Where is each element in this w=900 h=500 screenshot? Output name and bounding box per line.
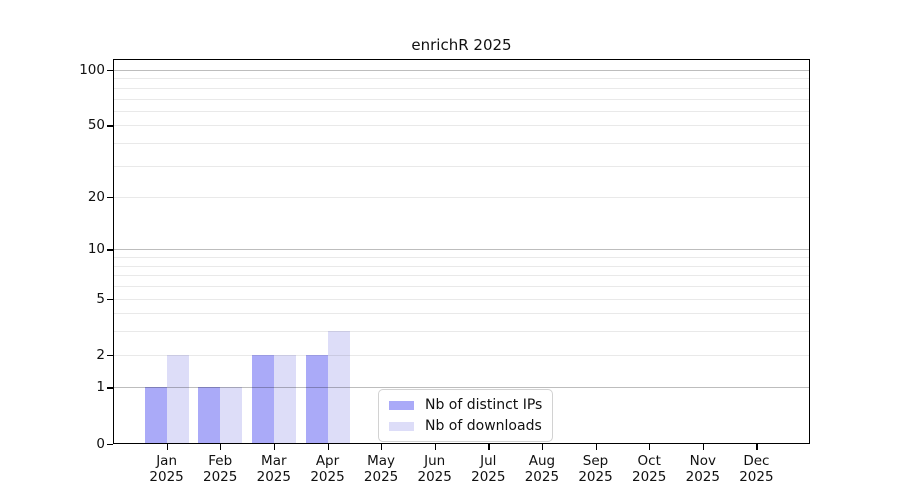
legend-swatch-distinct-ips — [389, 400, 414, 410]
x-tick-mark-3 — [273, 443, 276, 450]
bar-downloads-apr-2025 — [327, 331, 350, 444]
x-tick-mark-5 — [381, 443, 383, 450]
gridline-y-5 — [113, 298, 810, 300]
y-tick-label-2: 2 — [96, 346, 105, 363]
gridline-y-2 — [113, 354, 810, 356]
gridline-y-9 — [113, 257, 810, 259]
gridline-y-7 — [113, 275, 810, 277]
x-tick-label-jul-2025: Jul 2025 — [471, 452, 506, 486]
bar-distinct-ips-jan-2025 — [144, 387, 167, 444]
plot-area: Nb of distinct IPs Nb of downloads — [113, 59, 810, 444]
gridline-y-50 — [113, 125, 810, 127]
legend-row-distinct-ips: Nb of distinct IPs — [389, 396, 542, 414]
x-tick-mark-7 — [488, 443, 490, 450]
bars-layer — [113, 59, 810, 444]
gridline-y-6 — [113, 286, 810, 287]
y-tick-label-50: 50 — [87, 117, 105, 134]
gridline-y-30 — [113, 165, 810, 167]
chart-title: enrichR 2025 — [411, 36, 512, 54]
gridline-y-90 — [113, 78, 810, 80]
x-tick-label-mar-2025: Mar 2025 — [256, 452, 291, 486]
x-tick-label-jun-2025: Jun 2025 — [417, 452, 452, 486]
y-tick-label-20: 20 — [87, 189, 105, 206]
gridline-y-3 — [113, 331, 810, 333]
x-tick-label-aug-2025: Aug 2025 — [524, 452, 560, 486]
x-tick-mark-12 — [756, 443, 758, 450]
bar-downloads-feb-2025 — [220, 387, 243, 444]
x-tick-mark-10 — [649, 443, 651, 450]
y-tick-mark-20 — [107, 197, 113, 199]
y-tick-label-0: 0 — [96, 435, 105, 452]
y-tick-mark-0 — [107, 443, 113, 445]
legend: Nb of distinct IPs Nb of downloads — [378, 389, 554, 442]
x-tick-label-oct-2025: Oct 2025 — [632, 452, 667, 486]
gridline-y-1 — [113, 387, 810, 389]
y-tick-label-100: 100 — [79, 62, 105, 78]
gridlines-layer — [113, 59, 810, 444]
y-tick-mark-10 — [107, 249, 113, 251]
x-tick-label-jan-2025: Jan 2025 — [149, 452, 184, 486]
gridline-y-70 — [113, 98, 810, 100]
y-tick-mark-5 — [107, 298, 113, 300]
gridline-y-100 — [113, 70, 810, 71]
y-tick-mark-1 — [107, 387, 113, 389]
gridline-y-40 — [113, 143, 810, 144]
gridline-y-8 — [113, 265, 810, 267]
bar-downloads-jan-2025 — [166, 354, 189, 444]
x-tick-mark-11 — [702, 443, 705, 450]
x-tick-label-may-2025: May 2025 — [363, 452, 399, 486]
bar-distinct-ips-apr-2025 — [305, 354, 328, 444]
legend-label-distinct-ips: Nb of distinct IPs — [425, 397, 543, 413]
y-tick-mark-50 — [107, 125, 113, 127]
bar-distinct-ips-feb-2025 — [198, 387, 221, 444]
y-tick-label-5: 5 — [96, 290, 105, 307]
bar-downloads-mar-2025 — [273, 354, 296, 444]
x-tick-label-sep-2025: Sep 2025 — [578, 452, 613, 486]
x-tick-label-apr-2025: Apr 2025 — [310, 452, 345, 486]
legend-label-downloads: Nb of downloads — [425, 418, 542, 434]
legend-swatch-downloads — [389, 421, 414, 431]
x-tick-mark-6 — [434, 443, 436, 450]
x-tick-mark-2 — [220, 443, 222, 450]
x-tick-mark-8 — [541, 443, 544, 450]
legend-row-downloads: Nb of downloads — [389, 417, 542, 435]
x-tick-mark-1 — [166, 443, 168, 450]
y-tick-mark-100 — [107, 70, 113, 72]
gridline-y-10 — [113, 249, 810, 251]
y-tick-mark-2 — [107, 354, 113, 356]
x-tick-label-dec-2025: Dec 2025 — [739, 452, 774, 486]
y-tick-label-1: 1 — [96, 379, 105, 396]
x-tick-mark-9 — [595, 443, 597, 450]
x-tick-mark-4 — [327, 443, 329, 450]
gridline-y-20 — [113, 197, 810, 199]
gridline-y-4 — [113, 313, 810, 315]
bar-distinct-ips-mar-2025 — [251, 354, 274, 444]
y-tick-label-10: 10 — [87, 241, 105, 258]
x-tick-label-nov-2025: Nov 2025 — [685, 452, 720, 486]
x-tick-label-feb-2025: Feb 2025 — [203, 452, 238, 486]
gridline-y-80 — [113, 87, 810, 89]
gridline-y-60 — [113, 110, 810, 112]
